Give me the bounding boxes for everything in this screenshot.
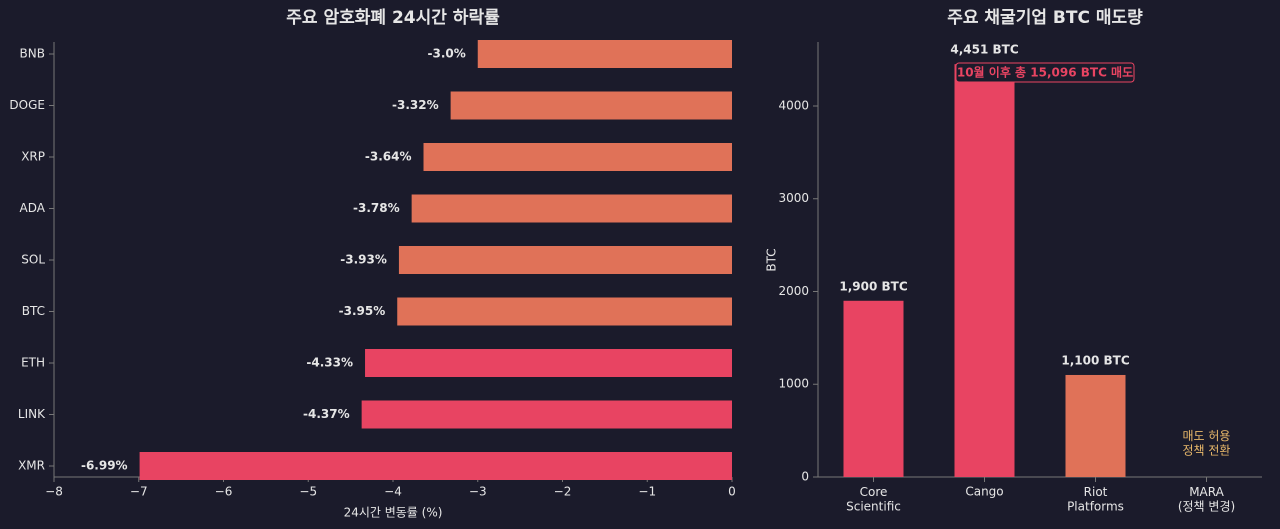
x-tick-label: −3 — [469, 485, 487, 499]
x-tick-label: −7 — [130, 485, 148, 499]
bar — [843, 300, 904, 477]
bar — [450, 91, 732, 120]
value-label: -3.93% — [340, 253, 387, 267]
x-tick-label: Core Scientific — [846, 485, 901, 513]
chart-title: 주요 채굴기업 BTC 매도량 — [947, 8, 1143, 28]
x-axis-label: 24시간 변동률 (%) — [344, 506, 443, 520]
x-tick-label: Riot Platforms — [1067, 485, 1124, 513]
y-tick-label: LINK — [18, 407, 46, 421]
value-label: -6.99% — [81, 459, 128, 473]
value-label: -3.0% — [427, 47, 465, 61]
x-tick-label: −2 — [554, 485, 572, 499]
bar — [954, 64, 1015, 478]
value-label: -3.78% — [353, 201, 400, 215]
chart-title: 주요 암호화폐 24시간 하락률 — [286, 8, 500, 28]
y-tick-label: BTC — [22, 304, 45, 318]
bar — [1065, 374, 1126, 477]
y-tick-label: 4000 — [778, 98, 809, 112]
y-tick-label: 0 — [801, 470, 809, 484]
bar — [398, 246, 732, 274]
x-tick-label: −4 — [384, 485, 402, 499]
annotation: 매도 허용 정책 전환 — [1183, 429, 1231, 457]
value-label: -3.95% — [339, 304, 386, 318]
y-tick-label: ADA — [20, 201, 46, 215]
bar — [361, 400, 732, 429]
value-label: -3.64% — [365, 150, 412, 164]
y-tick-label: DOGE — [9, 98, 45, 112]
y-tick-label: 3000 — [778, 191, 809, 205]
y-tick-label: XRP — [21, 150, 45, 164]
bar — [397, 297, 732, 326]
annotation: 10월 이후 총 15,096 BTC 매도 — [957, 65, 1133, 80]
y-tick-label: 2000 — [778, 284, 809, 298]
value-label: 1,100 BTC — [1061, 353, 1129, 367]
y-tick-label: SOL — [21, 253, 45, 267]
x-tick-label: MARA (정책 변경) — [1178, 485, 1235, 513]
x-tick-label: 0 — [728, 485, 736, 499]
value-label: -4.37% — [303, 407, 350, 421]
value-label: 1,900 BTC — [839, 279, 907, 293]
bar — [423, 143, 732, 171]
bar — [477, 40, 732, 68]
y-tick-label: ETH — [21, 356, 45, 370]
y-tick-label: XMR — [18, 459, 45, 473]
x-tick-label: −5 — [299, 485, 317, 499]
y-axis-label: BTC — [765, 248, 779, 271]
x-tick-label: Cango — [965, 485, 1003, 499]
x-tick-label: −1 — [638, 485, 656, 499]
y-tick-label: BNB — [20, 47, 45, 61]
annotation-box — [955, 62, 1135, 83]
bar — [365, 349, 732, 377]
value-label: -4.33% — [306, 356, 353, 370]
value-label: 4,451 BTC — [950, 43, 1018, 57]
bar — [411, 194, 732, 223]
x-tick-label: −8 — [45, 485, 63, 499]
x-tick-label: −6 — [215, 485, 233, 499]
y-tick-label: 1000 — [778, 377, 809, 391]
bar — [139, 452, 732, 480]
value-label: -3.32% — [392, 98, 439, 112]
